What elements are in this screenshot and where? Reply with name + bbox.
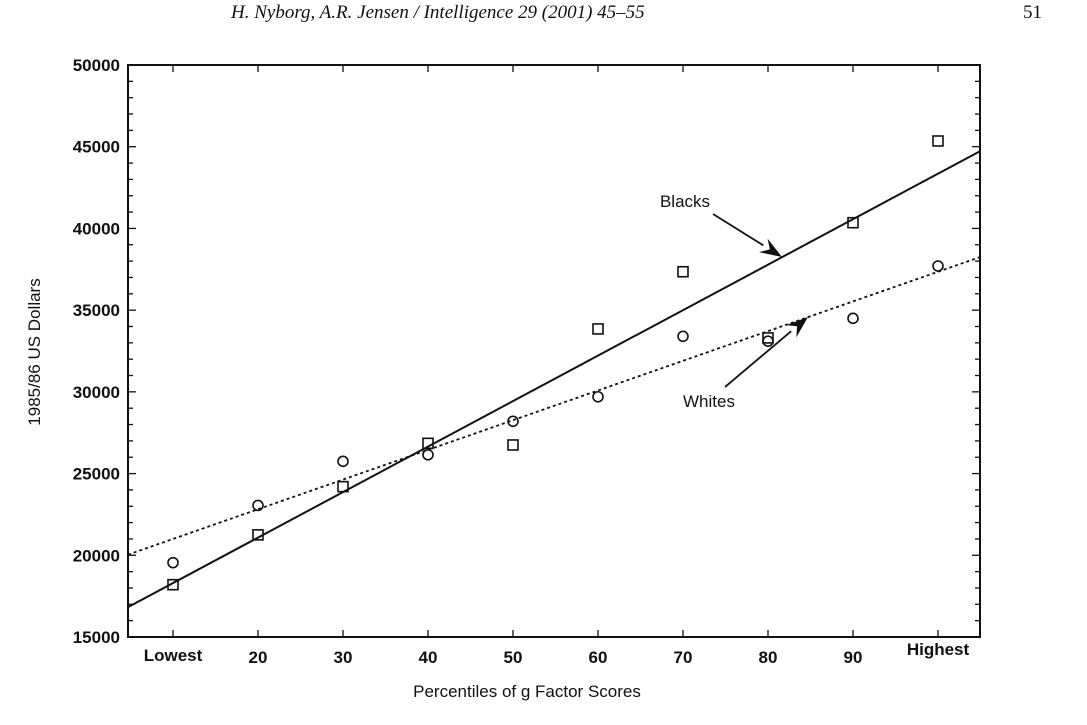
arrow-icon-whites-head (786, 317, 808, 338)
x-tick-label: 60 (589, 648, 608, 667)
y-tick-label: 35000 (73, 301, 120, 320)
data-point-blacks (422, 437, 434, 450)
x-axis-label: Percentiles of g Factor Scores (413, 682, 641, 701)
data-point-whites (252, 499, 264, 512)
data-point-blacks (167, 578, 179, 591)
data-point-blacks (337, 480, 349, 493)
data-point-whites (167, 556, 179, 569)
data-point-whites (677, 330, 689, 343)
annotation-whites: Whites (683, 392, 735, 411)
y-tick-label: 50000 (73, 56, 120, 75)
annotation-blacks: Blacks (660, 192, 710, 211)
arrow-icon-blacks-shaft (712, 213, 764, 247)
arrow-icon-blacks-head (759, 238, 782, 257)
data-point-blacks (252, 529, 264, 541)
y-tick-label: 30000 (73, 383, 120, 402)
data-point-whites (932, 260, 944, 272)
data-point-blacks (762, 332, 774, 344)
y-axis-label: 1985/86 US Dollars (25, 278, 44, 425)
fit-line-whites (127, 256, 981, 556)
arrow-icon-whites-shaft (724, 330, 792, 388)
x-tick-label: Lowest (144, 646, 203, 665)
y-tick-label: 20000 (73, 546, 120, 565)
data-point-blacks (507, 439, 519, 451)
data-point-whites (422, 448, 434, 461)
data-point-blacks (677, 265, 689, 278)
y-tick-label: 45000 (73, 138, 120, 157)
x-tick-label: 80 (759, 648, 778, 667)
y-tick-label: 40000 (73, 219, 120, 238)
data-point-blacks (932, 135, 944, 147)
x-tick-label: 30 (334, 648, 353, 667)
data-point-whites (847, 312, 859, 325)
x-tick-label: 50 (504, 648, 523, 667)
x-tick-label: 20 (249, 648, 268, 667)
y-tick-label: 15000 (73, 628, 120, 647)
data-point-whites (507, 415, 519, 428)
y-tick-label: 25000 (73, 465, 120, 484)
fit-line-blacks (127, 150, 981, 609)
plot-frame (127, 64, 981, 638)
x-tick-label: Highest (907, 640, 970, 659)
data-point-whites (592, 390, 604, 403)
running-title: H. Nyborg, A.R. Jensen / Intelligence 29… (231, 2, 645, 23)
x-tick-label: 70 (674, 648, 693, 667)
data-point-blacks (592, 323, 604, 335)
x-tick-label: 40 (419, 648, 438, 667)
page-number: 51 (1023, 2, 1042, 23)
data-point-whites (762, 335, 774, 347)
data-point-blacks (847, 216, 859, 229)
data-point-whites (337, 455, 349, 468)
x-tick-label: 90 (844, 648, 863, 667)
